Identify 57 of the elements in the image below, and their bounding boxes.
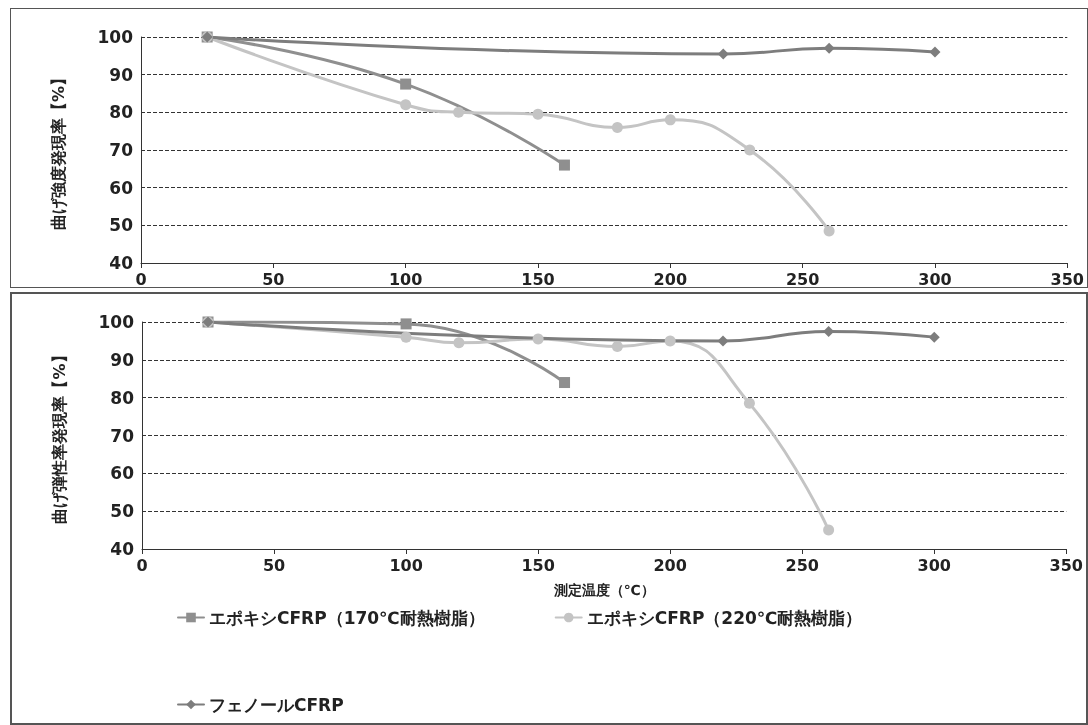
x-tick-label: 150: [521, 555, 555, 575]
x-tick-label: 350: [1050, 269, 1084, 289]
x-axis-title: 測定温度（℃）: [552, 582, 655, 598]
x-tick-label: 300: [917, 555, 951, 575]
legend-label: フェノールCFRP: [209, 694, 344, 715]
point: [823, 524, 835, 536]
point: [400, 78, 412, 90]
y-tick-label: 90: [109, 64, 134, 85]
y-axis-title: 曲げ強度発現率【%】: [48, 69, 68, 231]
y-tick-label: 100: [97, 27, 134, 47]
y-tick-label: 90: [110, 349, 135, 370]
point: [717, 335, 729, 347]
point: [559, 377, 571, 389]
y-tick-label: 50: [109, 215, 134, 236]
x-tick-label: 200: [653, 555, 687, 575]
point: [400, 99, 412, 111]
legend-label: エポキシCFRP（170℃耐熱樹脂）: [209, 607, 485, 628]
x-tick-label: 200: [653, 269, 688, 289]
y-axis-title: 曲げ弾性率発現率【%】: [49, 347, 69, 524]
y-tick-label: 60: [110, 463, 135, 484]
x-tick-label: 250: [785, 555, 819, 575]
point: [532, 333, 544, 345]
x-tick-label: 100: [389, 555, 423, 575]
y-tick-label: 70: [109, 140, 134, 160]
point: [400, 318, 412, 330]
y-tick-label: 60: [109, 177, 134, 198]
point: [664, 335, 676, 347]
y-tick-label: 80: [110, 387, 135, 408]
x-tick-label: 0: [136, 555, 148, 575]
x-tick-label: 50: [262, 555, 286, 575]
point: [558, 159, 570, 171]
point: [611, 341, 623, 353]
y-tick-label: 70: [110, 425, 135, 446]
x-tick-label: 300: [918, 269, 952, 289]
x-tick-label: 350: [1049, 555, 1083, 575]
y-tick-label: 100: [98, 312, 135, 332]
x-tick-label: 250: [785, 269, 820, 289]
x-tick-label: 150: [521, 269, 555, 289]
point: [743, 397, 755, 409]
point: [929, 46, 941, 58]
x-tick-label: 100: [388, 269, 423, 289]
point: [664, 114, 676, 126]
point: [453, 106, 465, 118]
point: [823, 225, 835, 237]
y-tick-label: 50: [110, 501, 135, 522]
point: [744, 144, 756, 156]
x-tick-label: 50: [262, 269, 285, 289]
point: [532, 108, 544, 120]
y-tick-label: 40: [109, 253, 134, 273]
y-tick-label: 80: [109, 102, 134, 123]
point: [453, 337, 465, 349]
legend-label: エポキシCFRP（220℃耐熱樹脂）: [586, 607, 863, 628]
point: [611, 121, 623, 133]
x-tick-label: 0: [135, 269, 147, 289]
y-tick-label: 40: [110, 539, 135, 559]
point: [928, 331, 940, 343]
point: [400, 331, 412, 343]
